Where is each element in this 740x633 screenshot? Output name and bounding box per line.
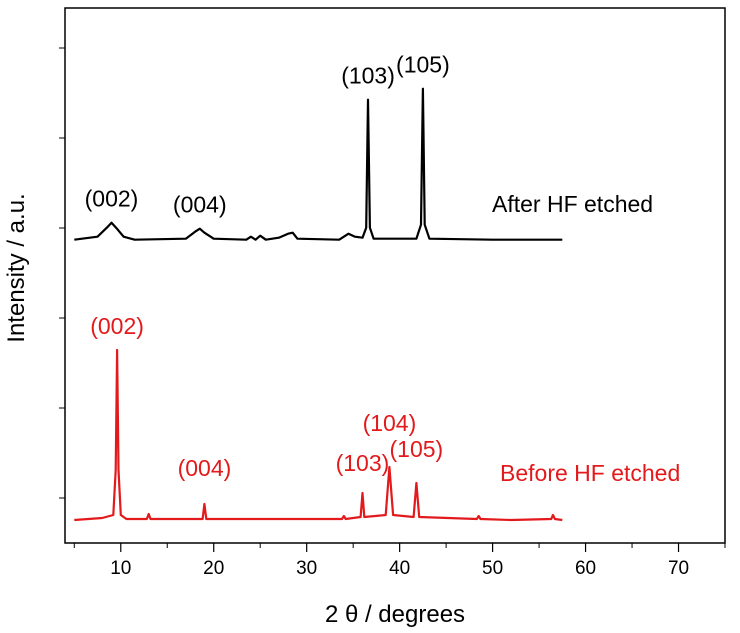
peak-label-after: (002) (85, 186, 139, 212)
peak-label-before: (002) (90, 313, 144, 339)
x-tick-label: 20 (203, 558, 224, 579)
x-axis-label: 2 θ / degrees (325, 601, 465, 628)
peak-label-before: (103) (336, 450, 390, 476)
peak-label-before: (104) (363, 410, 417, 436)
x-tick-label: 30 (296, 558, 317, 579)
x-tick-label: 50 (482, 558, 503, 579)
x-tick-label: 60 (575, 558, 596, 579)
x-axis-ticks: 10 20 30 40 50 60 70 (73, 543, 726, 579)
x-tick-label: 70 (668, 558, 689, 579)
label-layer: (002) (004)(103) (105)(002)(004) (103)(104)… (85, 52, 450, 481)
series-label-before: Before HF etched (500, 460, 680, 486)
plot-frame (64, 7, 726, 544)
x-tick-label: 40 (389, 558, 410, 579)
x-tick-label: 10 (110, 558, 131, 579)
peak-label-after: (004) (173, 192, 227, 218)
series-line-after (74, 87, 563, 241)
peak-label-after: (103) (341, 63, 395, 89)
peak-label-before: (105) (390, 436, 444, 462)
series-layer (74, 87, 563, 522)
peak-label-before: (004) (178, 455, 232, 481)
peak-label-after: (105) (396, 52, 450, 78)
y-axis-label: Intensity / a.u. (3, 193, 30, 342)
series-line-before (74, 348, 563, 522)
y-axis-ticks (59, 47, 65, 499)
series-label-after: After HF etched (492, 191, 653, 217)
